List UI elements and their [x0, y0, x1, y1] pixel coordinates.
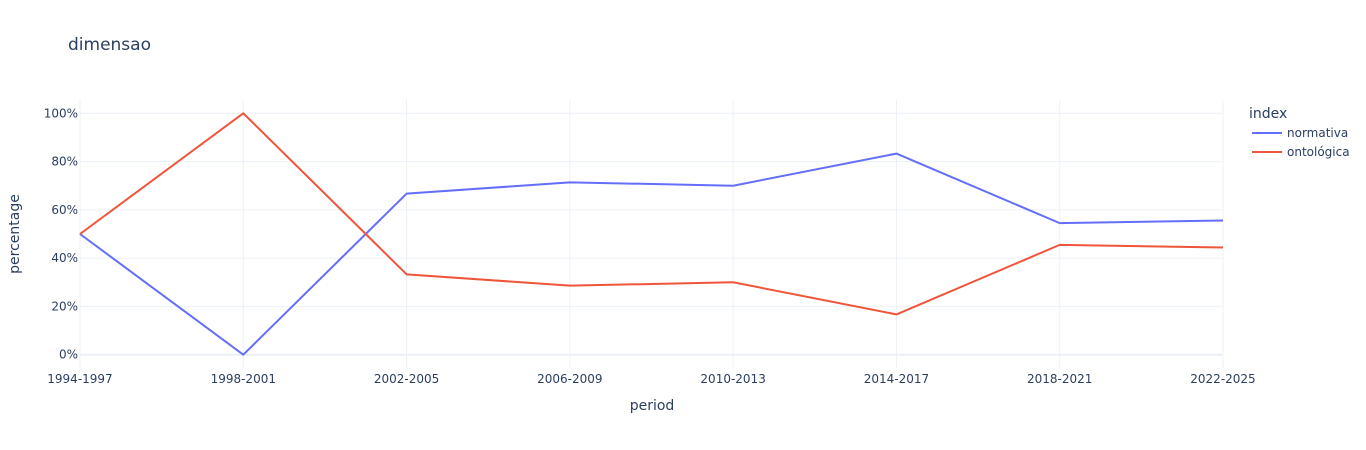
chart-title: dimensao	[68, 35, 151, 55]
legend[interactable]: index normativa ontológica	[1249, 106, 1350, 159]
series-line-normativa[interactable]	[79, 152, 1224, 356]
gridlines	[79, 100, 1224, 368]
x-tick-label: 2018-2021	[1027, 372, 1092, 386]
x-tick-label: 1994-1997	[47, 372, 112, 386]
legend-title: index	[1249, 106, 1287, 122]
x-tick-label: 2022-2025	[1190, 372, 1255, 386]
x-tick-labels: 1994-1997 1998-2001 2002-2005 2006-2009 2010…	[47, 372, 1255, 386]
y-tick-label: 20%	[51, 299, 78, 313]
x-axis-title: period	[630, 398, 675, 414]
y-tick-label: 0%	[59, 348, 78, 362]
x-tick-label: 2010-2013	[700, 372, 765, 386]
legend-item[interactable]: normativa	[1252, 126, 1348, 140]
legend-item[interactable]: ontológica	[1252, 145, 1350, 159]
x-tick-label: 2014-2017	[864, 372, 929, 386]
y-tick-label: 80%	[51, 155, 78, 169]
y-tick-label: 40%	[51, 251, 78, 265]
series-line-ontológica[interactable]	[79, 112, 1224, 316]
legend-label: normativa	[1287, 126, 1348, 140]
legend-label: ontológica	[1287, 145, 1350, 159]
legend-items[interactable]: normativa ontológica	[1252, 126, 1350, 159]
x-tick-label: 2006-2009	[537, 372, 602, 386]
y-tick-label: 60%	[51, 203, 78, 217]
y-tick-labels: 0% 20% 40% 60% 80% 100%	[44, 106, 78, 361]
x-tick-label: 2002-2005	[374, 372, 439, 386]
x-tick-label: 1998-2001	[211, 372, 276, 386]
y-tick-label: 100%	[44, 106, 78, 120]
series-lines	[79, 112, 1224, 356]
y-axis-title: percentage	[7, 194, 23, 274]
